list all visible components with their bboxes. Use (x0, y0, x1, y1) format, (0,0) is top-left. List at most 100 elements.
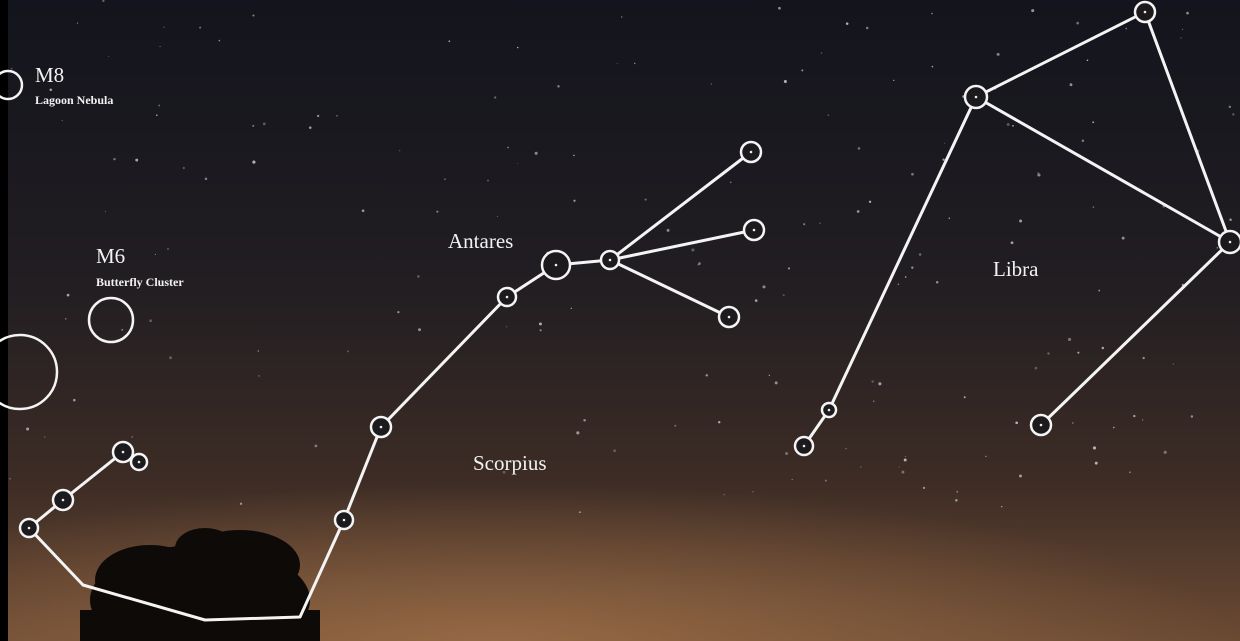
star (911, 266, 913, 268)
star-core (122, 451, 125, 454)
star-core (1144, 11, 1147, 14)
star (557, 85, 559, 87)
star (1011, 241, 1014, 244)
star (444, 178, 445, 179)
star (936, 281, 939, 284)
star (819, 223, 820, 224)
star (315, 445, 318, 448)
star (164, 27, 165, 28)
star (336, 115, 337, 116)
star (263, 122, 266, 125)
star (494, 96, 496, 98)
star (1180, 37, 1181, 38)
star (573, 200, 575, 202)
star (752, 491, 753, 492)
star (1077, 352, 1079, 354)
m6-subtitle: Butterfly Cluster (96, 275, 184, 289)
star (783, 294, 785, 296)
star (1019, 220, 1022, 223)
antares-label: Antares (448, 229, 513, 253)
m8-title: M8 (35, 63, 64, 87)
star (985, 456, 986, 457)
star (869, 201, 871, 203)
star (942, 158, 944, 160)
star (825, 480, 827, 482)
star (621, 16, 622, 17)
star-core (750, 151, 753, 154)
star (792, 479, 793, 480)
star-core (343, 519, 346, 522)
star (1182, 29, 1183, 30)
star (1098, 290, 1100, 292)
star (1019, 475, 1022, 478)
star (784, 80, 787, 83)
star (169, 356, 172, 359)
star (1133, 415, 1135, 417)
star (1076, 22, 1079, 25)
star (309, 126, 312, 129)
star (846, 22, 849, 25)
star (540, 329, 542, 331)
star (62, 120, 63, 121)
star (1007, 123, 1010, 126)
star (573, 155, 575, 157)
star (932, 66, 934, 68)
star (775, 381, 778, 384)
star (901, 471, 904, 474)
star-core (1040, 424, 1043, 427)
libra-label: Libra (993, 257, 1039, 281)
star (1232, 113, 1234, 115)
star (905, 276, 907, 278)
star (706, 374, 708, 376)
star (667, 229, 670, 232)
star (1093, 446, 1096, 449)
star (1102, 347, 1105, 350)
star (858, 147, 861, 150)
star (1113, 427, 1115, 429)
star-core (138, 461, 141, 464)
star (9, 478, 11, 480)
star (645, 199, 647, 201)
star (769, 375, 770, 376)
star (1229, 106, 1231, 108)
star (252, 125, 254, 127)
star (199, 27, 201, 29)
star (1092, 121, 1094, 123)
star (762, 285, 765, 288)
star (535, 152, 538, 155)
star (1070, 83, 1073, 86)
star (956, 491, 958, 493)
star (517, 47, 519, 49)
star (755, 299, 758, 302)
star-core (975, 96, 978, 99)
star (857, 210, 860, 213)
star (487, 180, 489, 182)
star (507, 147, 509, 149)
star (860, 466, 861, 467)
star (258, 375, 260, 377)
star (828, 114, 830, 116)
star (417, 275, 419, 277)
star (1087, 59, 1089, 61)
star-core (506, 296, 509, 299)
star (878, 382, 881, 385)
star (1142, 419, 1143, 420)
star (1173, 363, 1174, 364)
star (873, 400, 875, 402)
star (362, 209, 365, 212)
star (778, 7, 781, 10)
star (158, 105, 160, 107)
star (252, 14, 254, 16)
star (1142, 357, 1144, 359)
star (155, 254, 156, 255)
star-core (803, 445, 806, 448)
star (613, 450, 616, 453)
star (674, 425, 676, 427)
star (1217, 247, 1219, 249)
star (1068, 338, 1071, 341)
star (898, 284, 900, 286)
star (436, 211, 438, 213)
scorpius-label: Scorpius (473, 451, 547, 475)
star (944, 143, 945, 144)
star (219, 40, 221, 42)
